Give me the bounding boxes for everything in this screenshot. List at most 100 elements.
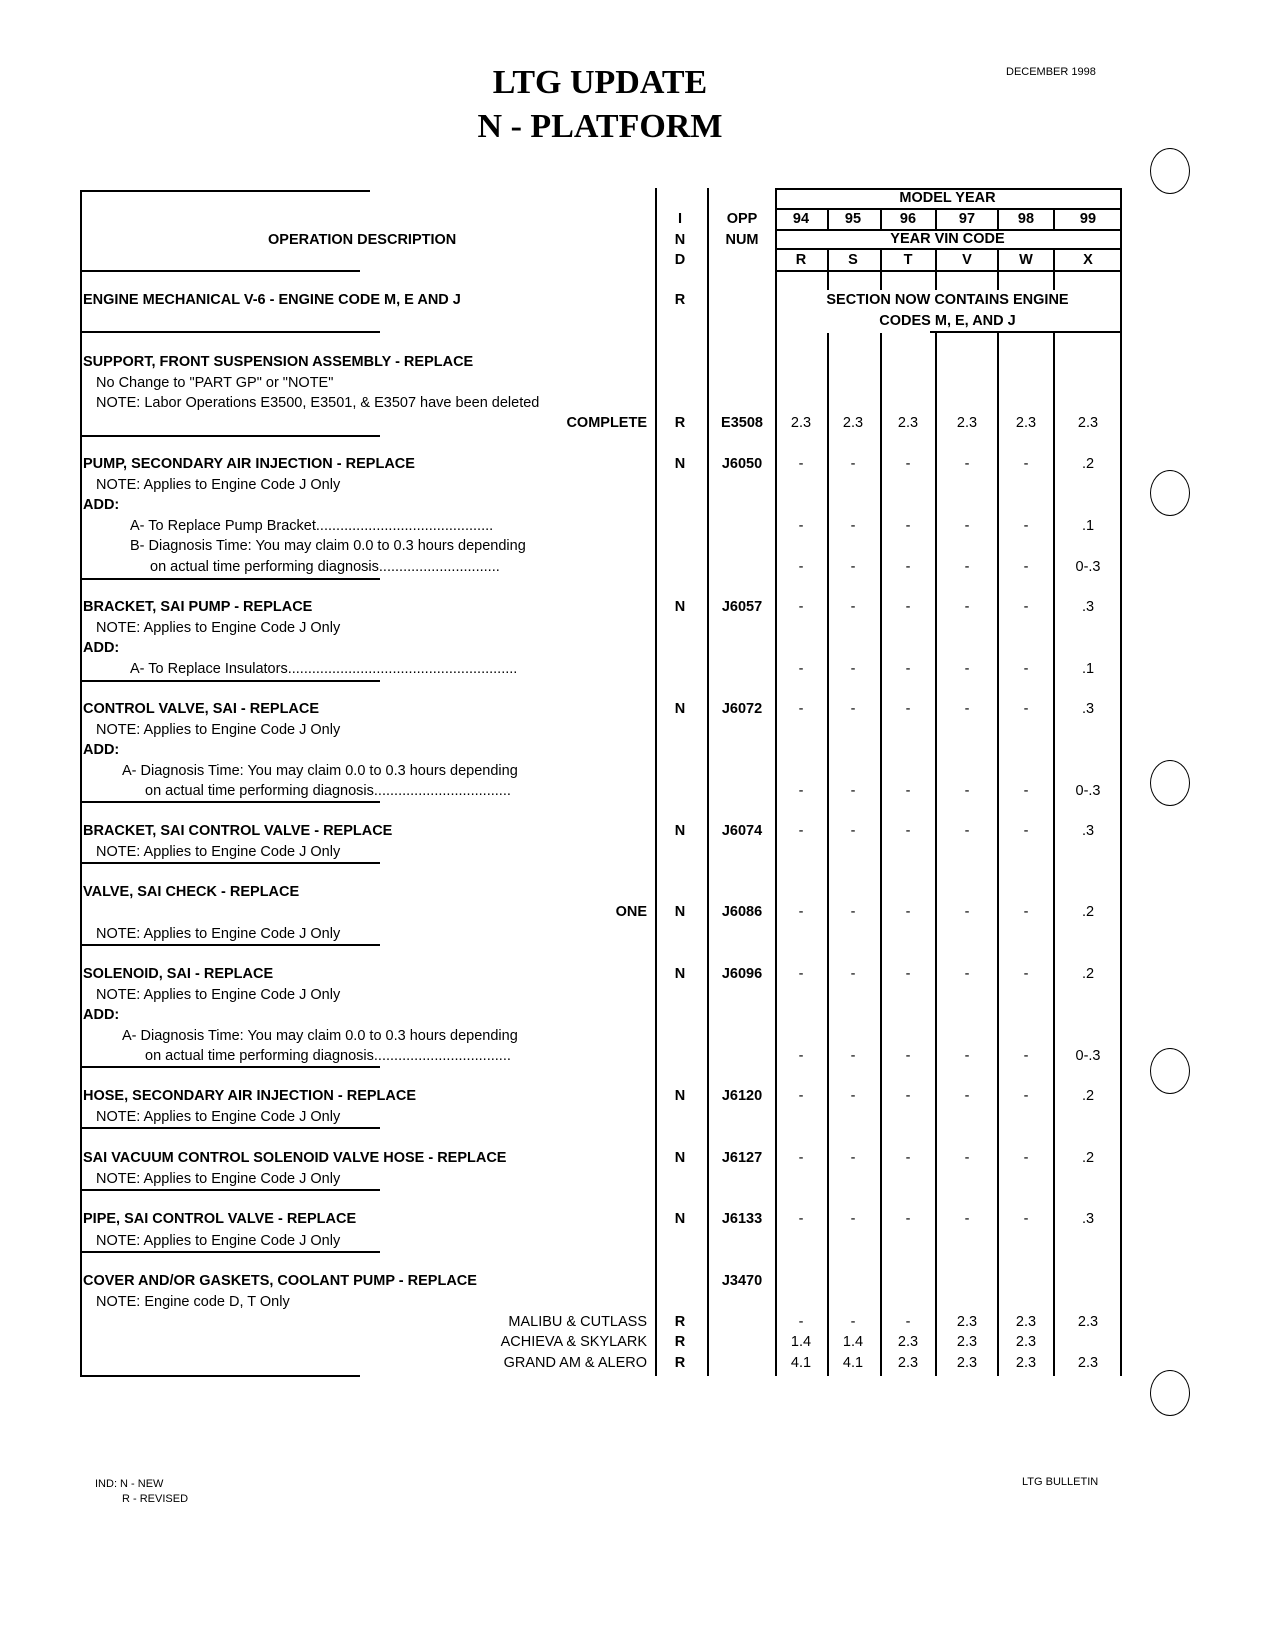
table-rule [935, 208, 937, 229]
row-description: NOTE: Applies to Engine Code J Only [96, 926, 341, 942]
header-year-3: 97 [958, 211, 976, 227]
row-value-95: 2.3 [842, 415, 864, 431]
row-value-95: - [850, 559, 856, 575]
table-rule [775, 248, 1120, 250]
row-value-95: - [850, 904, 856, 920]
row-value-99: .3 [1081, 1211, 1095, 1227]
row-value-96: - [905, 701, 911, 717]
row-value-98: 2.3 [1015, 1334, 1037, 1350]
row-value-97: - [964, 701, 970, 717]
row-description: ADD: [83, 1007, 120, 1023]
row-value-99: .2 [1081, 1150, 1095, 1166]
row-ind: N [674, 1211, 686, 1227]
row-value-99: .2 [1081, 904, 1095, 920]
row-description: CONTROL VALVE, SAI - REPLACE [83, 701, 320, 717]
row-description: SUPPORT, FRONT SUSPENSION ASSEMBLY - REP… [83, 354, 474, 370]
row-ind: N [674, 1150, 686, 1166]
row-description: NOTE: Applies to Engine Code J Only [96, 1171, 341, 1187]
table-rule [1053, 248, 1055, 290]
row-value-98: - [1023, 783, 1029, 799]
row-value-95: - [850, 456, 856, 472]
header-year-vin-code: YEAR VIN CODE [890, 231, 1005, 247]
row-value-97: 2.3 [956, 1314, 978, 1330]
row-value-96: - [905, 599, 911, 615]
row-value-97: 2.3 [956, 1334, 978, 1350]
header-year-1: 95 [844, 211, 862, 227]
row-value-99: 2.3 [1077, 1355, 1099, 1371]
row-value-95: - [850, 1150, 856, 1166]
table-rule [80, 1251, 380, 1253]
row-ind: N [674, 966, 686, 982]
header-vin-2: T [903, 252, 913, 268]
row-opp-num: J6074 [721, 823, 763, 839]
table-rule [997, 208, 999, 229]
table-rule [775, 208, 1120, 210]
table-rule [935, 333, 937, 1376]
header-vin-3: V [962, 252, 972, 268]
row-description: VALVE, SAI CHECK - REPLACE [83, 884, 300, 900]
row-value-97: - [964, 559, 970, 575]
row-value-96: - [905, 1150, 911, 1166]
row-value-96: - [905, 1048, 911, 1064]
table-rule [775, 270, 1120, 272]
row-value-94: - [798, 1314, 804, 1330]
row-value-98: - [1023, 559, 1029, 575]
row-value-94: - [798, 701, 804, 717]
header-opp: OPP [726, 211, 758, 227]
header-year-4: 98 [1017, 211, 1035, 227]
row-value-95: - [850, 966, 856, 982]
row-opp-num: J3470 [721, 1273, 763, 1289]
row-description: B- Diagnosis Time: You may claim 0.0 to … [130, 538, 526, 554]
row-value-99: 2.3 [1077, 1314, 1099, 1330]
row-opp-num: E3508 [721, 415, 763, 431]
row-value-95: - [850, 701, 856, 717]
table-rule [997, 333, 999, 1376]
row-description: ADD: [83, 742, 120, 758]
binder-hole [1150, 148, 1190, 194]
row-value-98: - [1023, 823, 1029, 839]
row-value-94: - [798, 1088, 804, 1104]
row-value-99: .3 [1081, 823, 1095, 839]
table-rule [880, 208, 882, 229]
row-value-94: - [798, 1048, 804, 1064]
row-value-97: 2.3 [956, 1355, 978, 1371]
row-value-97: - [964, 966, 970, 982]
table-rule [80, 1066, 380, 1068]
row-description: GRAND AM & ALERO [503, 1355, 647, 1371]
table-rule [80, 331, 380, 333]
header-num: NUM [725, 232, 759, 248]
row-value-97: - [964, 456, 970, 472]
row-description: BRACKET, SAI CONTROL VALVE - REPLACE [83, 823, 393, 839]
row-description: HOSE, SECONDARY AIR INJECTION - REPLACE [83, 1088, 417, 1104]
row-ind: N [674, 823, 686, 839]
row-value-96: 2.3 [897, 1334, 919, 1350]
row-value-95: - [850, 1211, 856, 1227]
row-value-96: - [905, 661, 911, 677]
table-rule [80, 578, 380, 580]
row-value-98: - [1023, 456, 1029, 472]
row-value-98: - [1023, 518, 1029, 534]
header-ind-d: D [674, 252, 686, 268]
row-description: BRACKET, SAI PUMP - REPLACE [83, 599, 313, 615]
table-rule [80, 944, 380, 946]
table-rule [707, 188, 709, 1376]
row-value-96: - [905, 456, 911, 472]
row-value-94: - [798, 966, 804, 982]
section-note-line1: SECTION NOW CONTAINS ENGINE [826, 292, 1069, 308]
row-value-99: .3 [1081, 599, 1095, 615]
row-value-98: - [1023, 701, 1029, 717]
table-rule [775, 188, 777, 1376]
row-value-99: .2 [1081, 966, 1095, 982]
document-title: LTG UPDATE [492, 64, 708, 101]
table-rule [880, 333, 882, 1376]
row-value-99: .2 [1081, 456, 1095, 472]
row-value-96: - [905, 904, 911, 920]
document-date: DECEMBER 1998 [1006, 66, 1096, 78]
row-value-96: - [905, 1088, 911, 1104]
header-year-2: 96 [899, 211, 917, 227]
row-value-94: - [798, 904, 804, 920]
row-description: on actual time performing diagnosis.....… [145, 1048, 511, 1064]
table-rule [997, 248, 999, 290]
row-value-96: 2.3 [897, 1355, 919, 1371]
row-value-97: - [964, 783, 970, 799]
